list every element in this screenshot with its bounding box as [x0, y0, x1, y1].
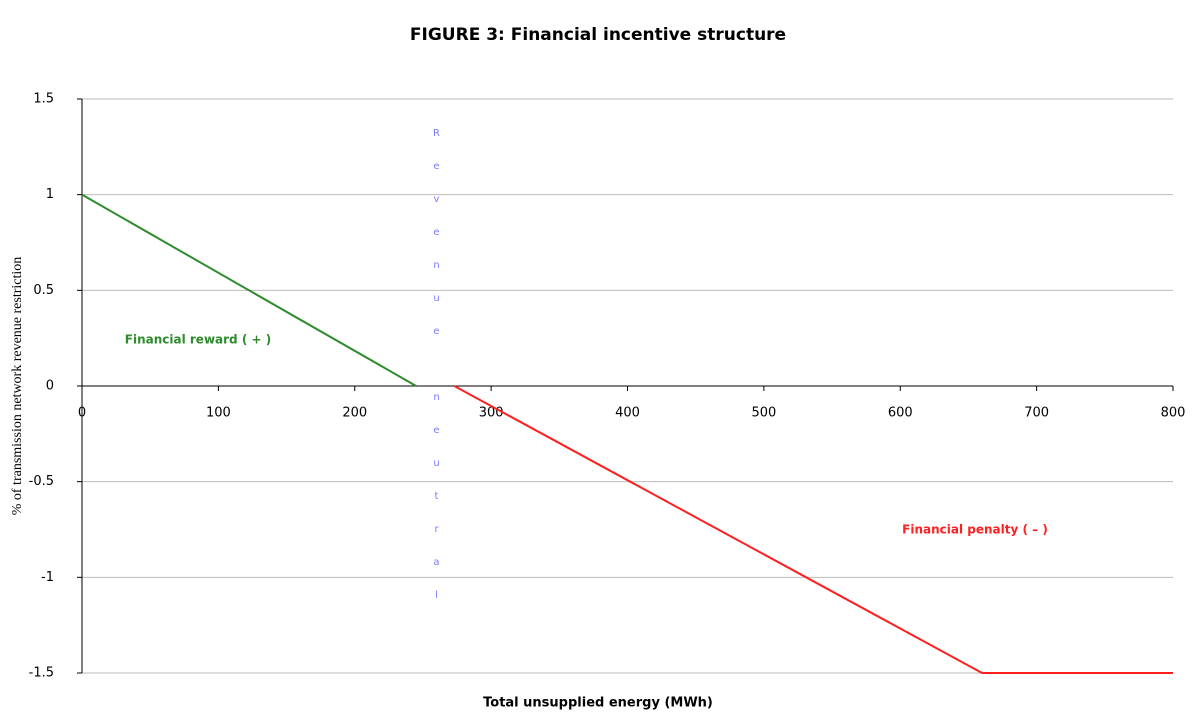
series-line — [81, 193, 417, 387]
x-tick-label: 700 — [1024, 406, 1049, 421]
series-line — [453, 385, 1173, 674]
x-tick-label: 500 — [751, 406, 776, 421]
annotation: Financial reward ( + ) — [125, 333, 271, 347]
y-axis-title: % of transmission network revenue restri… — [10, 257, 25, 516]
y-tick-label: -1.5 — [29, 666, 54, 681]
x-tick-label: 600 — [888, 406, 913, 421]
x-tick-label: 400 — [615, 406, 640, 421]
x-tick-label: 800 — [1161, 406, 1186, 421]
y-tick-label: 0 — [46, 379, 54, 394]
y-tick-label: 1.5 — [33, 92, 54, 107]
annotation: Financial penalty ( – ) — [902, 523, 1048, 537]
annotation: Revenue neutral — [431, 128, 442, 623]
x-tick-label: 200 — [342, 406, 367, 421]
y-tick-label: 1 — [46, 187, 54, 202]
y-tick-label: -1 — [41, 570, 54, 585]
y-tick-label: 0.5 — [33, 283, 54, 298]
x-tick-label: 100 — [206, 406, 231, 421]
chart-title: FIGURE 3: Financial incentive structure — [410, 25, 786, 45]
x-tick-label: 300 — [479, 406, 504, 421]
x-axis-title: Total unsupplied energy (MWh) — [483, 696, 713, 711]
y-tick-label: -0.5 — [29, 474, 54, 489]
